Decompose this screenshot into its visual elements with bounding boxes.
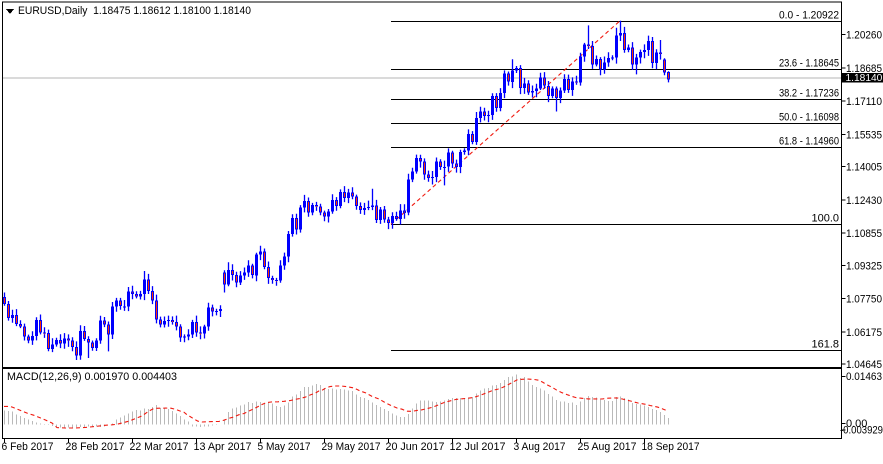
svg-text:61.8 - 1.14960: 61.8 - 1.14960 xyxy=(779,136,839,148)
svg-text:1.18685: 1.18685 xyxy=(846,63,882,75)
svg-text:18 Sep 2017: 18 Sep 2017 xyxy=(642,441,700,453)
svg-text:1.09325: 1.09325 xyxy=(846,260,882,272)
svg-text:13 Apr 2017: 13 Apr 2017 xyxy=(194,441,252,453)
svg-text:1.12430: 1.12430 xyxy=(846,195,882,207)
svg-text:1.20260: 1.20260 xyxy=(846,30,882,42)
svg-text:1.07750: 1.07750 xyxy=(846,294,882,306)
svg-text:1.15535: 1.15535 xyxy=(846,129,882,141)
svg-text:28 Feb 2017: 28 Feb 2017 xyxy=(66,441,125,453)
svg-text:100.0: 100.0 xyxy=(811,213,839,225)
svg-text:1.10855: 1.10855 xyxy=(846,228,882,240)
svg-text:6 Feb 2017: 6 Feb 2017 xyxy=(2,441,54,453)
svg-text:1.17110: 1.17110 xyxy=(846,96,882,108)
svg-text:0.0 - 1.20922: 0.0 - 1.20922 xyxy=(779,10,839,22)
svg-text:3 Aug 2017: 3 Aug 2017 xyxy=(514,441,566,453)
svg-text:25 Aug 2017: 25 Aug 2017 xyxy=(578,441,637,453)
svg-text:50.0 - 1.16098: 50.0 - 1.16098 xyxy=(779,112,839,124)
svg-text:22 Mar 2017: 22 Mar 2017 xyxy=(130,441,189,453)
svg-text:MACD(12,26,9) 0.001970 0.00440: MACD(12,26,9) 0.001970 0.004403 xyxy=(7,371,177,383)
svg-text:1.06175: 1.06175 xyxy=(846,327,882,339)
svg-text:1.18140: 1.18140 xyxy=(846,73,883,84)
svg-text:12 Jul 2017: 12 Jul 2017 xyxy=(450,441,506,453)
svg-text:EURUSD,Daily 1.18475 1.18612: EURUSD,Daily 1.18475 1.18612 1.18100 1.1… xyxy=(18,5,251,17)
svg-text:0.01463: 0.01463 xyxy=(846,371,882,383)
svg-text:20 Jun 2017: 20 Jun 2017 xyxy=(386,441,445,453)
svg-text:38.2 - 1.17236: 38.2 - 1.17236 xyxy=(779,88,839,100)
svg-text:161.8: 161.8 xyxy=(811,339,839,351)
svg-text:23.6 - 1.18645: 23.6 - 1.18645 xyxy=(779,58,839,70)
svg-text:1.04645: 1.04645 xyxy=(846,359,882,371)
svg-text:-0.003929: -0.003929 xyxy=(840,425,883,437)
svg-text:29 May 2017: 29 May 2017 xyxy=(322,441,381,453)
svg-text:5 May 2017: 5 May 2017 xyxy=(258,441,311,453)
svg-text:1.14005: 1.14005 xyxy=(846,162,882,174)
svg-text:0.00: 0.00 xyxy=(846,418,867,430)
